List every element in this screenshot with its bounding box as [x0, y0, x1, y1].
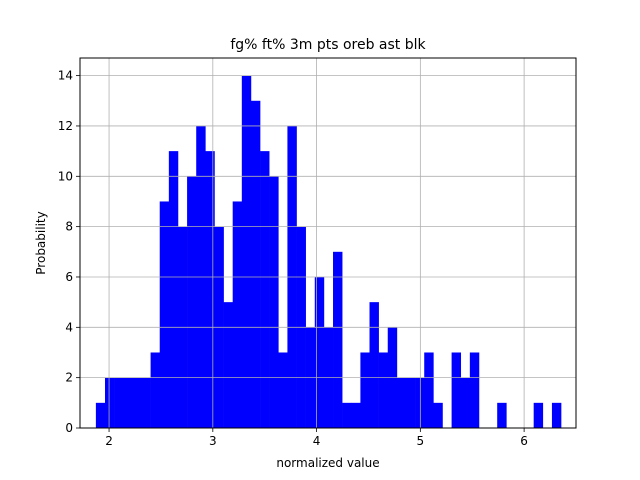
histogram-bar [396, 377, 407, 428]
histogram-bar [159, 201, 170, 428]
x-tick-label: 4 [313, 434, 321, 448]
histogram-bar [95, 402, 106, 428]
histogram-bar [451, 352, 462, 428]
histogram-bar [351, 402, 361, 428]
x-tick-label: 6 [520, 434, 528, 448]
histogram-bar [269, 176, 279, 428]
y-tick-label: 12 [58, 119, 73, 133]
x-axis-label: normalized value [276, 456, 379, 470]
histogram-bar [232, 201, 243, 428]
histogram-bar [369, 302, 379, 428]
histogram-bar [187, 176, 197, 428]
histogram-bar [141, 377, 151, 428]
y-axis-label: Probability [34, 211, 48, 274]
histogram-bar [551, 402, 562, 428]
histogram-bar [360, 352, 370, 428]
histogram-bar [260, 151, 270, 428]
y-tick-label: 0 [65, 421, 73, 435]
chart-title: fg% ft% 3m pts oreb ast blk [230, 37, 426, 53]
histogram-bar [342, 402, 352, 428]
histogram-bar [405, 377, 416, 428]
histogram-bar [333, 251, 343, 428]
y-tick-label: 10 [58, 169, 73, 183]
histogram-bar [469, 352, 480, 428]
histogram-bar [433, 402, 443, 428]
histogram-bar [114, 377, 124, 428]
y-tick-label: 2 [65, 371, 73, 385]
x-tick-label: 5 [417, 434, 425, 448]
histogram-bar [424, 352, 434, 428]
histogram-bar [223, 302, 233, 428]
histogram-bar [497, 402, 507, 428]
axis-ticks: 2 3 4 5 6 0 2 4 6 8 10 12 14 [58, 69, 528, 448]
y-tick-label: 6 [65, 270, 73, 284]
y-tick-label: 14 [58, 69, 73, 83]
histogram-bar [278, 352, 288, 428]
histogram-bar [460, 377, 471, 428]
histogram-bar [105, 377, 115, 428]
x-tick-label: 3 [209, 434, 217, 448]
y-tick-label: 4 [65, 320, 73, 334]
histogram-bar [168, 151, 179, 428]
histogram-bar [132, 377, 142, 428]
histogram-bar [205, 151, 215, 428]
x-tick-label: 2 [105, 434, 113, 448]
histogram-bar [123, 377, 133, 428]
histogram-bar [241, 75, 252, 429]
histogram-bar [150, 352, 161, 428]
histogram-bar [250, 100, 261, 428]
y-tick-label: 8 [65, 220, 73, 234]
plot-frame [79, 57, 577, 429]
histogram-bar [415, 377, 425, 428]
histogram-bar [533, 402, 544, 428]
histogram-bar [314, 276, 325, 428]
histogram-bar [378, 352, 389, 428]
